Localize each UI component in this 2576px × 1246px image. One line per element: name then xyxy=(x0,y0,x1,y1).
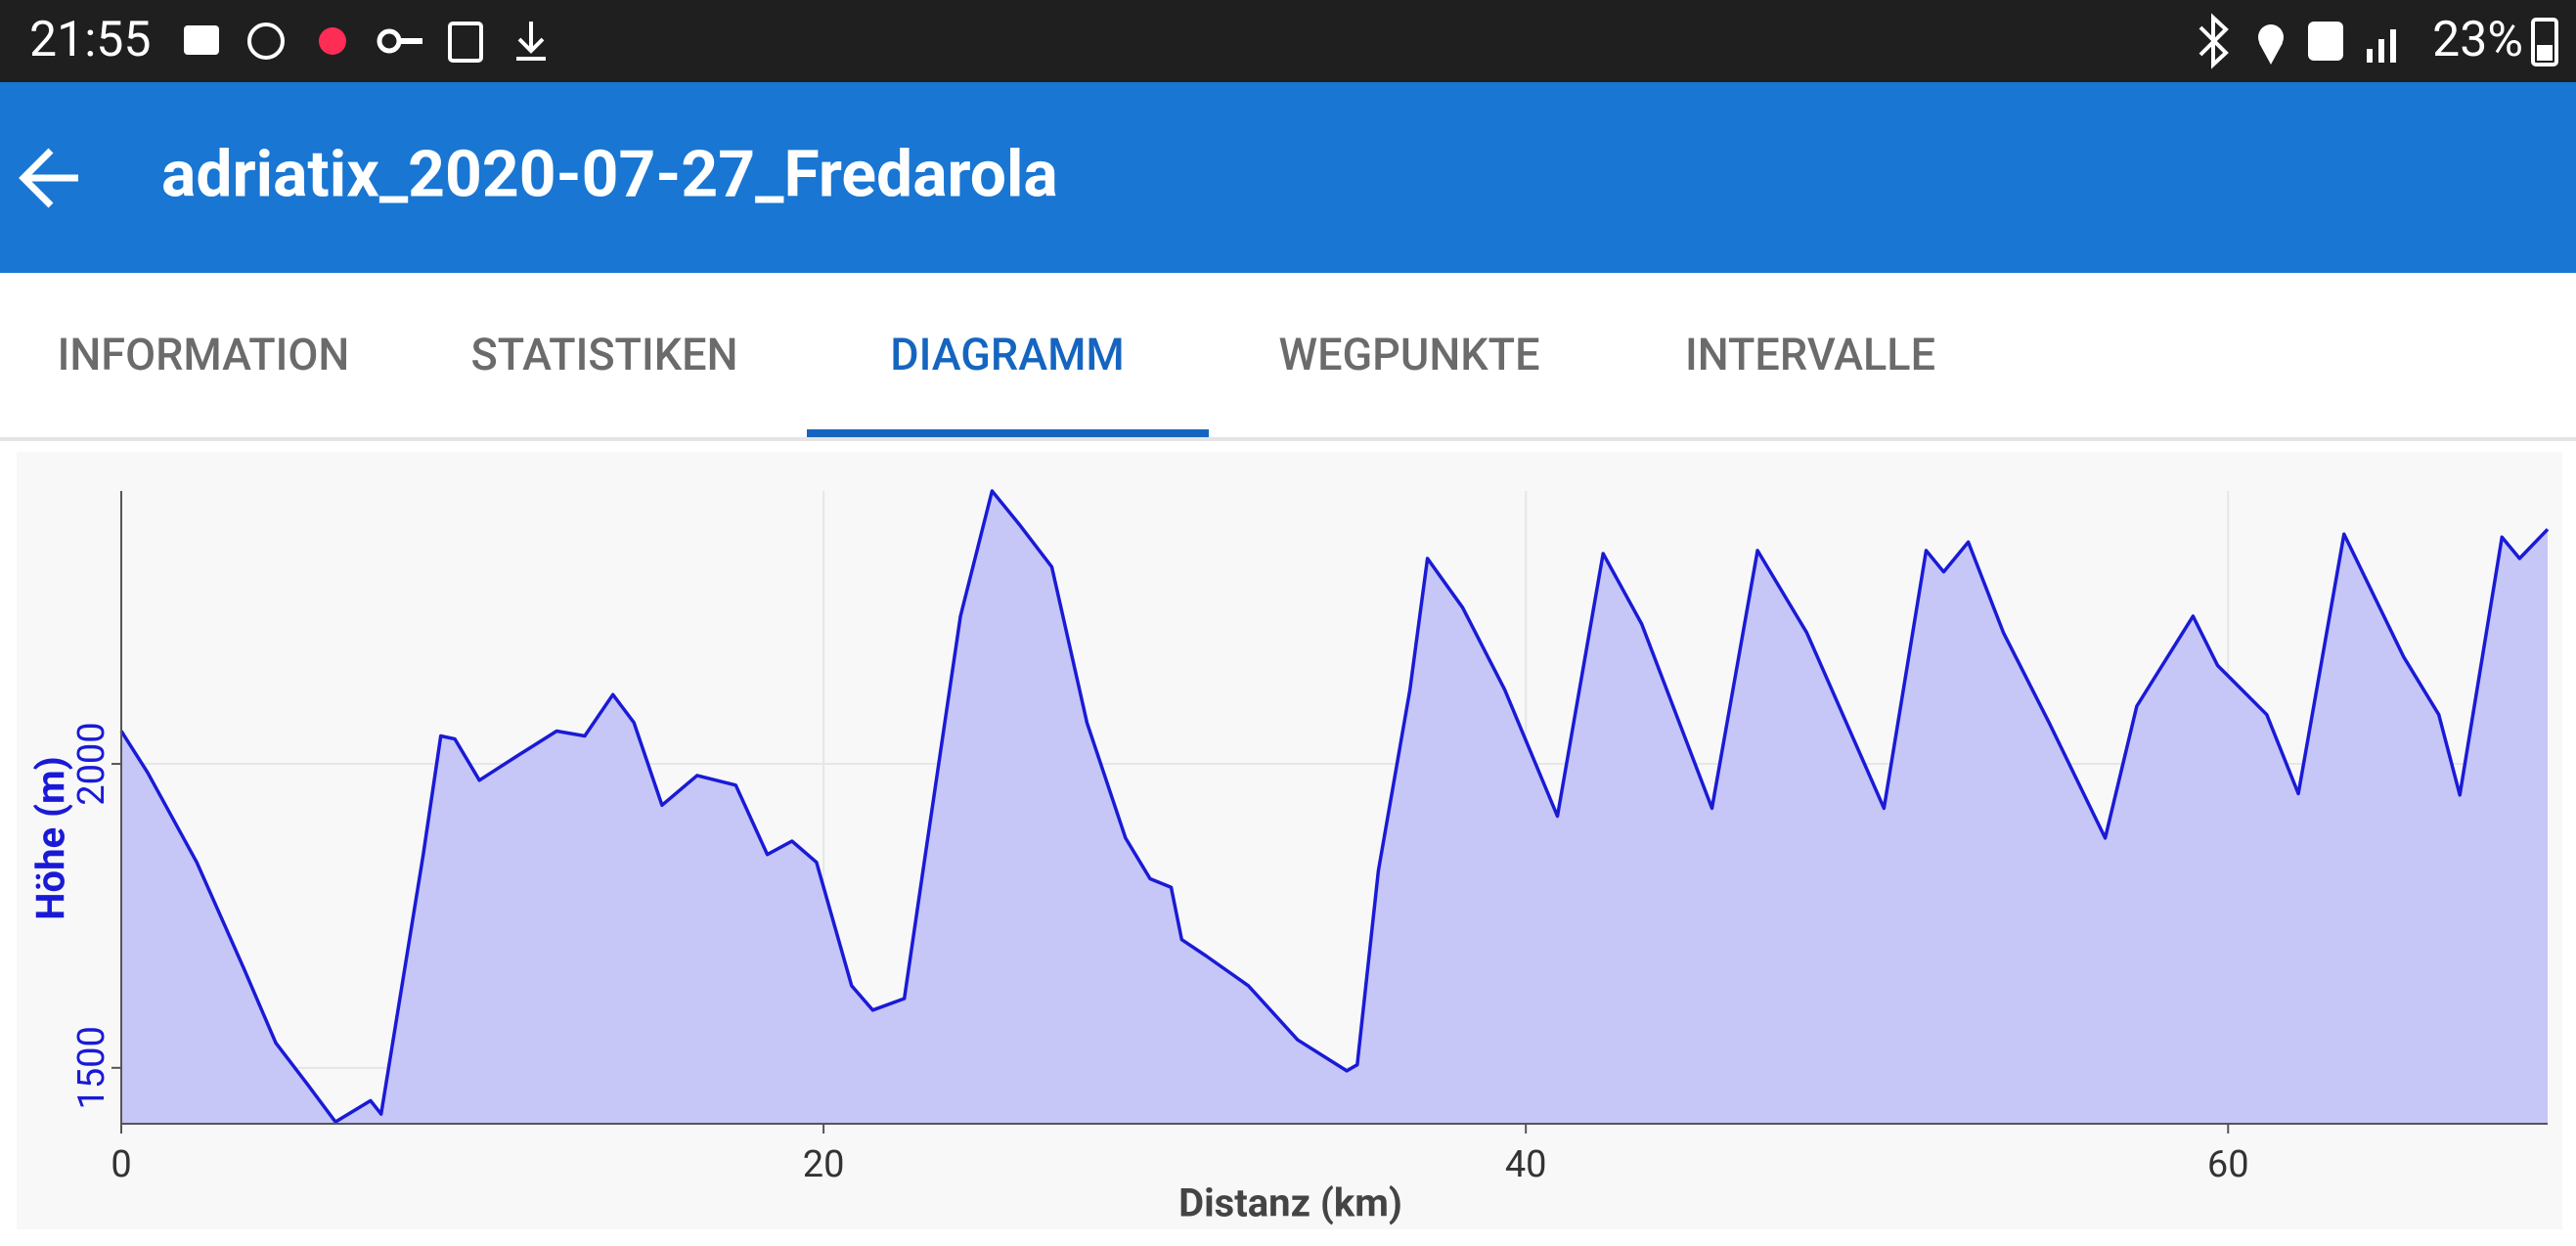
tab[interactable]: INFORMATION xyxy=(58,329,350,380)
x-tick-label: 0 xyxy=(111,1143,131,1186)
tab-bar xyxy=(0,273,2576,437)
tab-shadow xyxy=(0,437,2576,441)
tab-indicator xyxy=(807,429,1209,437)
x-axis-label: Distanz (km) xyxy=(1178,1180,1402,1226)
y-tick-label: 2000 xyxy=(70,722,113,805)
tab[interactable]: STATISTIKEN xyxy=(470,329,737,380)
status-time: 21:55 xyxy=(29,12,152,68)
chart: 0 20 40 60 1500 2000 Distanz (km) Höhe (m) xyxy=(28,489,2550,1226)
status-battery: 23% xyxy=(2432,12,2523,68)
back-button[interactable] xyxy=(19,148,78,208)
tab[interactable]: DIAGRAMM xyxy=(890,329,1125,380)
status-bar xyxy=(0,0,2576,82)
area-line xyxy=(119,489,2550,1124)
x-tick-label: 20 xyxy=(803,1143,845,1186)
app-title: adriatix_2020-07-27_Fredarola xyxy=(161,137,1058,212)
x-tick-label: 40 xyxy=(1505,1143,1547,1186)
y-tick-label: 1500 xyxy=(70,1026,113,1109)
y-axis-label: Höhe (m) xyxy=(28,756,74,919)
x-tick-label: 60 xyxy=(2207,1143,2249,1186)
app-bar xyxy=(0,82,2576,273)
tabs: INFORMATION STATISTIKEN DIAGRAMM WEGPUNKTE I… xyxy=(58,329,1935,380)
area-fill xyxy=(121,491,2548,1124)
tab[interactable]: INTERVALLE xyxy=(1685,329,1935,380)
status-icons xyxy=(184,13,2558,69)
tab[interactable]: WEGPUNKTE xyxy=(1278,329,1539,380)
